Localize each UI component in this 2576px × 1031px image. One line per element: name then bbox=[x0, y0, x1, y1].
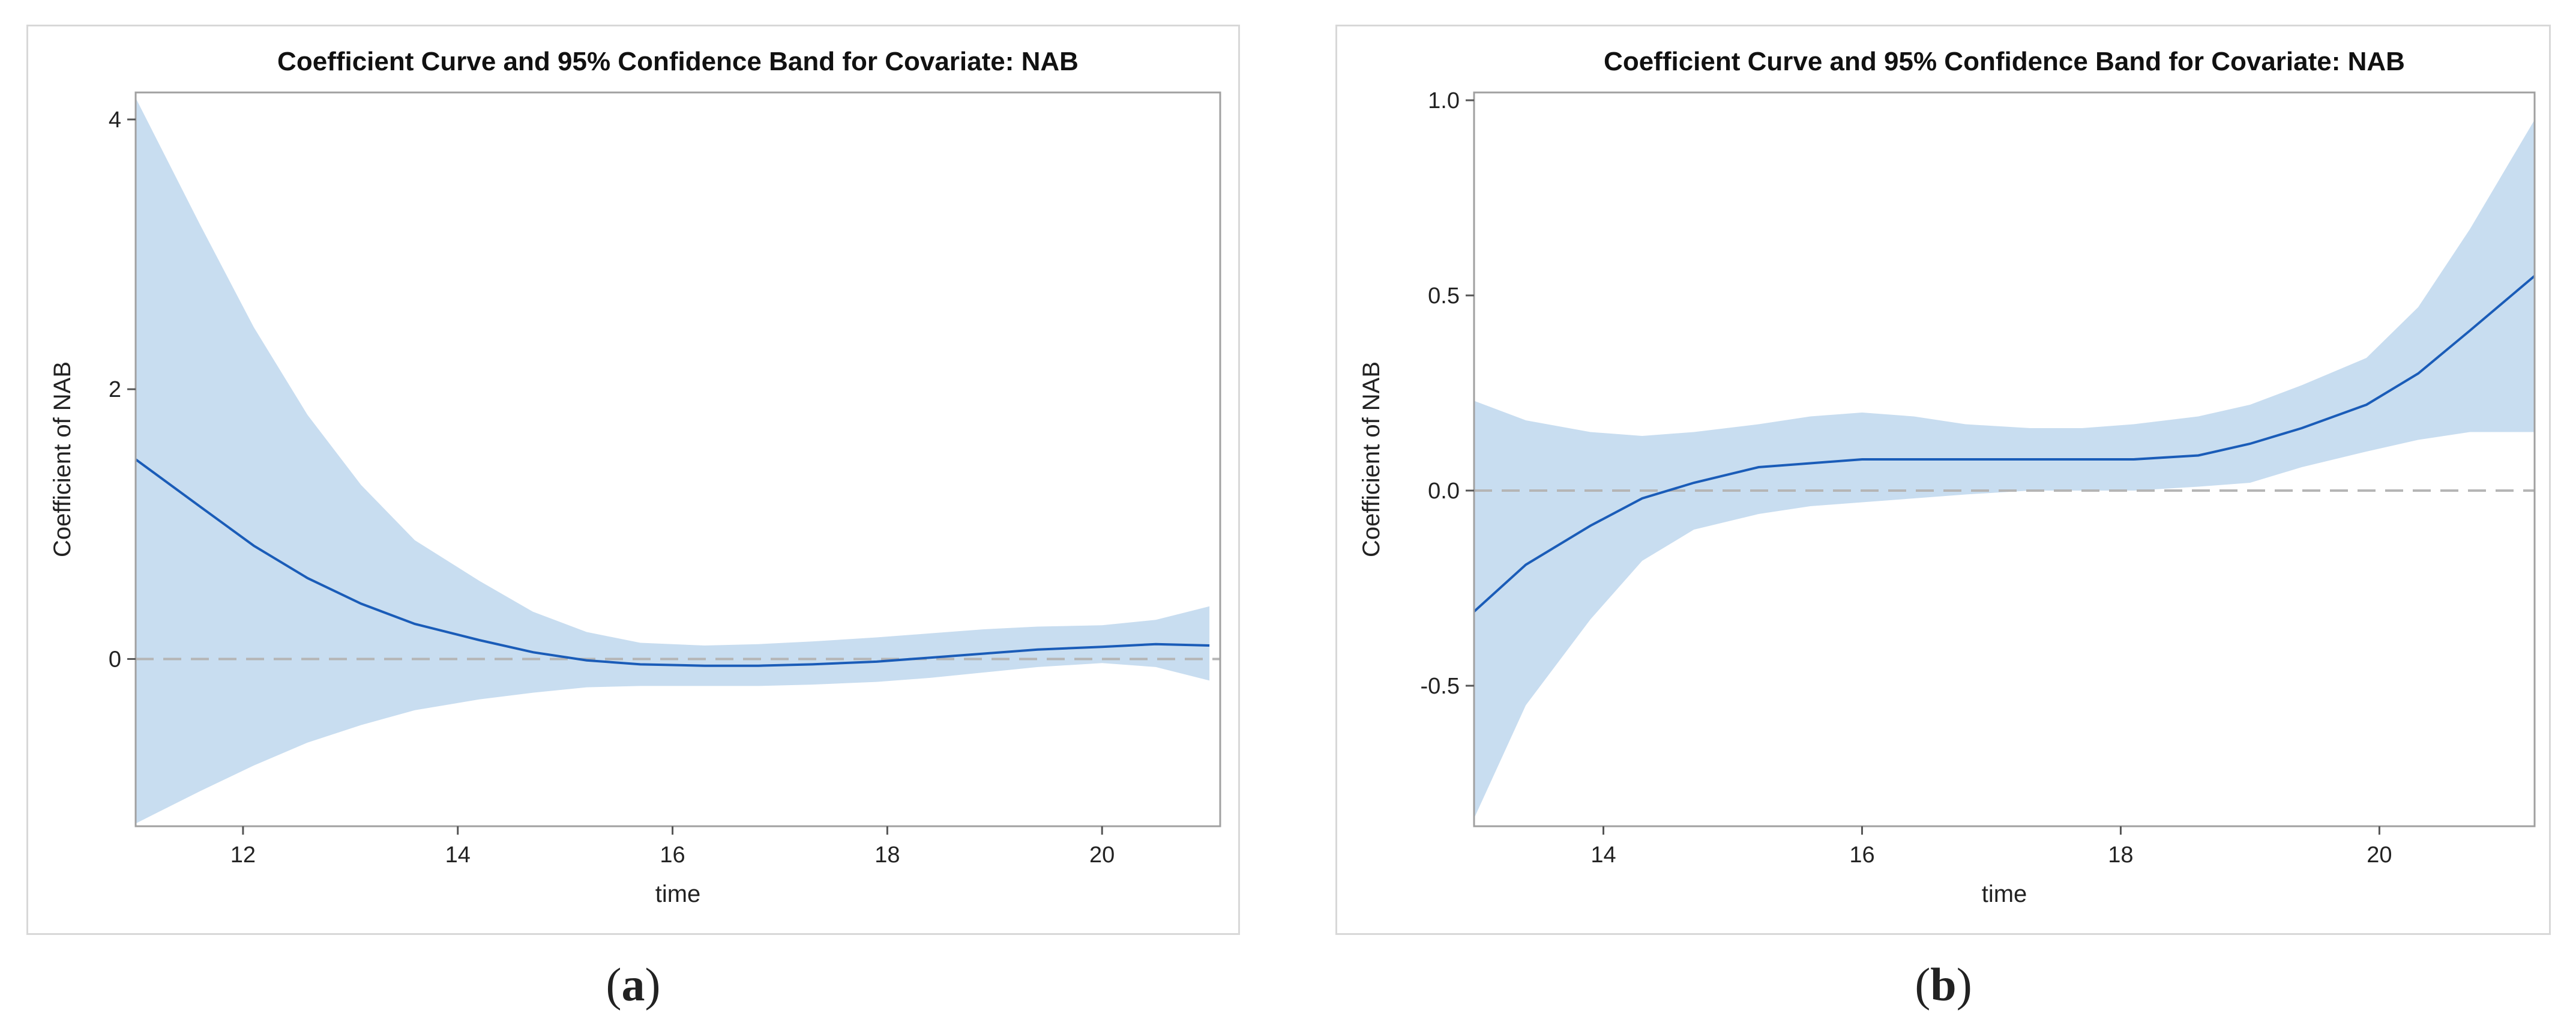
coefficient-line bbox=[134, 458, 1210, 667]
x-tick-label: 14 bbox=[1590, 842, 1616, 868]
chart-panel-b: Coefficient Curve and 95% Confidence Ban… bbox=[1335, 25, 2551, 935]
x-tick-label: 18 bbox=[2108, 842, 2133, 868]
chart-b-svg: Coefficient Curve and 95% Confidence Ban… bbox=[1358, 47, 2536, 907]
x-axis-label: time bbox=[655, 881, 701, 907]
plot-frame bbox=[134, 91, 1221, 827]
chart-panel-a: Coefficient Curve and 95% Confidence Ban… bbox=[26, 25, 1240, 935]
x-tick-label: 14 bbox=[445, 842, 471, 868]
confidence-band bbox=[136, 98, 1210, 824]
x-tick-label: 12 bbox=[230, 842, 256, 868]
x-tick-label: 20 bbox=[1089, 842, 1115, 868]
plot-frame bbox=[1473, 91, 2536, 827]
x-tick-label: 16 bbox=[660, 842, 685, 868]
chart-title: Coefficient Curve and 95% Confidence Ban… bbox=[277, 47, 1079, 76]
x-tick-label: 16 bbox=[1849, 842, 1874, 868]
x-tick-label: 18 bbox=[874, 842, 900, 868]
x-tick-label: 20 bbox=[2367, 842, 2392, 868]
x-axis-label: time bbox=[1982, 881, 2027, 907]
caption-b-letter: b bbox=[1930, 958, 1957, 1011]
y-tick-label: 0.0 bbox=[1428, 479, 1460, 504]
y-tick-label: 0.5 bbox=[1428, 283, 1460, 309]
y-axis-label: Coefficient of NAB bbox=[1358, 361, 1385, 557]
y-tick-label: 0 bbox=[109, 647, 121, 672]
y-tick-label: -0.5 bbox=[1421, 674, 1460, 699]
y-tick-label: 2 bbox=[109, 377, 121, 402]
y-axis-label: Coefficient of NAB bbox=[49, 361, 76, 557]
coefficient-line bbox=[1473, 274, 2536, 612]
caption-a-letter: a bbox=[621, 958, 645, 1011]
y-tick-label: 4 bbox=[109, 107, 121, 133]
confidence-band bbox=[1474, 119, 2535, 818]
chart-a-svg: Coefficient Curve and 95% Confidence Ban… bbox=[49, 47, 1221, 907]
y-tick-label: 1.0 bbox=[1428, 88, 1460, 113]
caption-b: (b) bbox=[1915, 958, 1972, 1011]
chart-title: Coefficient Curve and 95% Confidence Ban… bbox=[1604, 47, 2405, 76]
caption-a: (a) bbox=[606, 958, 661, 1011]
